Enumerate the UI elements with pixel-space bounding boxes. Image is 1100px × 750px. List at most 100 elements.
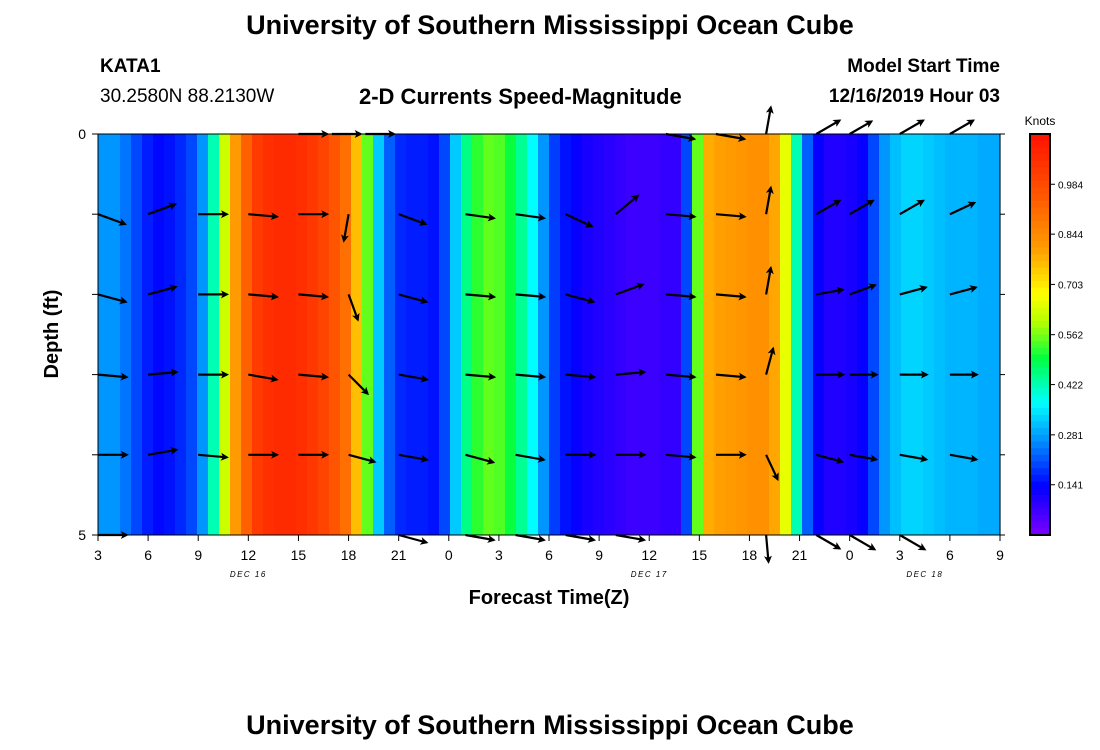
y-tick-label: 0: [78, 126, 86, 142]
model-start-time: 12/16/2019 Hour 03: [828, 86, 1000, 107]
colorbar-swatch: [1030, 140, 1050, 148]
colorbar-unit-label: Knots: [1025, 114, 1056, 128]
heat-cell: [120, 134, 132, 535]
colorbar-swatch: [1030, 528, 1050, 536]
colorbar-swatch: [1030, 247, 1050, 255]
current-arrow: [565, 213, 594, 228]
x-tick-label: 6: [946, 547, 954, 563]
x-tick-label: 12: [641, 547, 657, 563]
current-arrow: [341, 214, 350, 243]
x-tick-label: 6: [545, 547, 553, 563]
current-arrow: [765, 105, 774, 135]
date-label: DEC 18: [906, 570, 943, 579]
heat-cell: [615, 134, 627, 535]
heat-cell: [252, 134, 264, 535]
x-tick-label: 9: [595, 547, 603, 563]
heat-cell: [934, 134, 946, 535]
colorbar-swatch: [1030, 401, 1050, 409]
heat-cell: [417, 134, 429, 535]
heat-cell: [769, 134, 781, 535]
current-arrow: [949, 453, 979, 463]
current-arrow: [515, 292, 547, 301]
colorbar-swatch: [1030, 200, 1050, 209]
colorbar-swatch: [1030, 174, 1050, 182]
current-arrow: [398, 453, 429, 463]
current-arrow: [765, 265, 774, 295]
colorbar-swatch: [1030, 321, 1050, 329]
colorbar-swatch: [1030, 187, 1050, 195]
heat-cell: [912, 134, 924, 535]
colorbar-swatch: [1030, 254, 1050, 262]
colorbar-tick-label: 0.281: [1058, 431, 1083, 442]
colorbar-swatch: [1030, 220, 1050, 229]
colorbar-swatch: [1030, 227, 1050, 235]
colorbar: Knots 0.984 0.844 0.703 0.562 0.422 0.281 0.141: [1025, 114, 1083, 536]
heat-cell: [109, 134, 121, 535]
colorbar-swatch: [1030, 194, 1050, 202]
colorbar-swatch: [1030, 354, 1050, 362]
current-arrow: [815, 119, 842, 135]
y-axis-label: Depth (ft): [41, 290, 63, 379]
current-arrow: [816, 453, 845, 465]
current-arrow: [765, 346, 776, 375]
colorbar-swatch: [1030, 421, 1050, 429]
current-arrow: [465, 453, 496, 465]
colorbar-swatch: [1030, 301, 1050, 309]
current-arrow: [665, 452, 697, 461]
colorbar-tick-label: 0.844: [1058, 230, 1083, 241]
date-label: DEC 16: [230, 570, 267, 579]
heat-cell: [714, 134, 726, 535]
current-arrow: [849, 199, 875, 216]
heat-cell: [439, 134, 451, 535]
current-arrow: [665, 132, 697, 142]
current-arrow: [715, 132, 747, 142]
colorbar-swatch: [1030, 434, 1050, 443]
x-tick-label: 3: [495, 547, 503, 563]
colorbar-swatch: [1030, 448, 1050, 456]
colorbar-swatch: [1030, 260, 1050, 269]
heat-cell: [560, 134, 572, 535]
heat-cell: [835, 134, 847, 535]
heat-cell: [329, 134, 341, 535]
x-tick-label: 15: [692, 547, 708, 563]
heat-cell: [879, 134, 891, 535]
chart-subtitle: 2-D Currents Speed-Magnitude: [359, 84, 682, 109]
current-arrow: [565, 533, 597, 543]
heat-cell: [98, 134, 110, 535]
heat-cell: [362, 134, 374, 535]
heat-cell: [967, 134, 979, 535]
heat-cell: [296, 134, 308, 535]
heat-cell: [516, 134, 528, 535]
x-tick-label: 18: [341, 547, 357, 563]
heat-cell: [274, 134, 286, 535]
current-arrow: [949, 119, 976, 135]
heat-cell: [549, 134, 561, 535]
heat-cell: [373, 134, 385, 535]
current-arrow: [248, 373, 279, 383]
current-arrow: [198, 452, 229, 461]
current-arrow: [298, 372, 330, 381]
x-tick-label: 9: [194, 547, 202, 563]
current-arrow: [765, 454, 779, 482]
heat-cell: [857, 134, 869, 535]
current-arrow: [398, 373, 429, 383]
heat-cell: [703, 134, 715, 535]
current-arrow: [815, 534, 842, 550]
colorbar-swatch: [1030, 468, 1050, 476]
colorbar-tick-label: 0.984: [1058, 180, 1083, 191]
heat-cell: [307, 134, 319, 535]
heat-cell: [582, 134, 594, 535]
heat-cell: [219, 134, 231, 535]
x-tick-label: 0: [846, 547, 854, 563]
heat-cell: [142, 134, 154, 535]
current-arrow: [765, 185, 774, 215]
heat-cell: [384, 134, 396, 535]
current-arrow: [148, 368, 179, 377]
colorbar-swatch: [1030, 394, 1050, 402]
heat-cell: [868, 134, 880, 535]
current-arrow: [465, 533, 496, 543]
heat-cell: [186, 134, 198, 535]
colorbar-swatch: [1030, 341, 1050, 349]
heat-cell: [890, 134, 902, 535]
current-arrow: [899, 534, 927, 551]
